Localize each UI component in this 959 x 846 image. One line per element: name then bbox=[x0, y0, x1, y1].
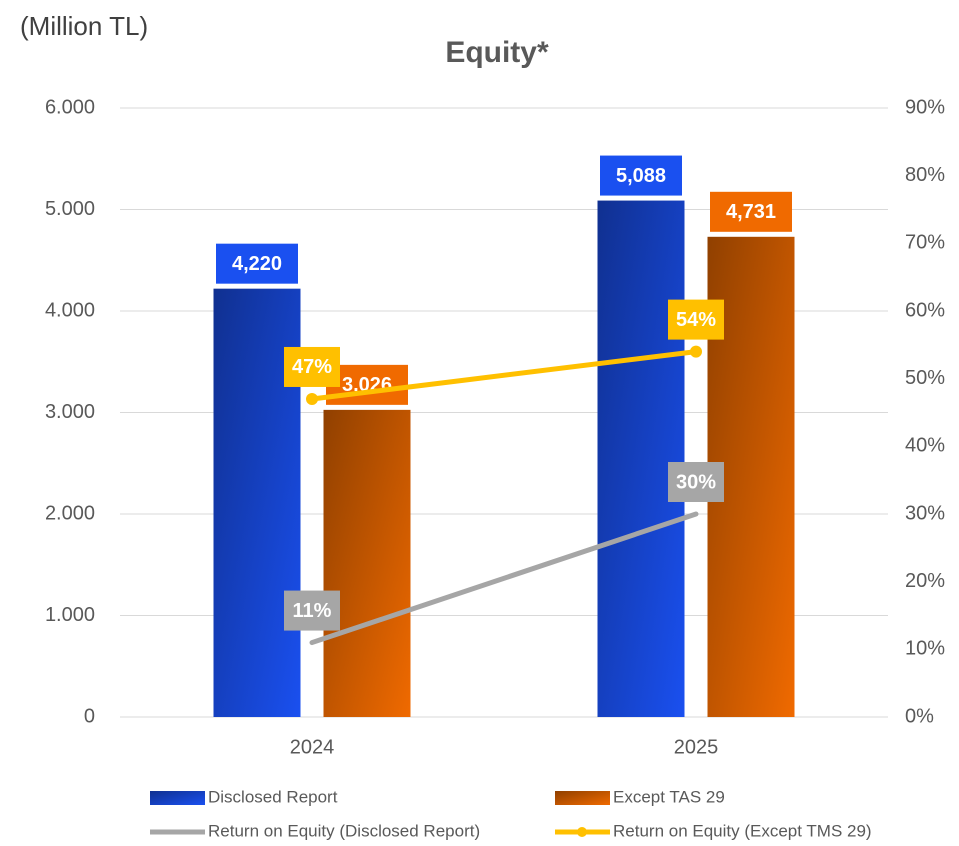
line-marker bbox=[690, 345, 702, 358]
data-label-box bbox=[284, 346, 340, 387]
y-tick-label: 2.000 bbox=[45, 502, 95, 524]
line-marker bbox=[306, 392, 318, 405]
data-label-box bbox=[668, 299, 724, 340]
data-label: 11% bbox=[293, 600, 332, 622]
y2-tick-label: 10% bbox=[905, 638, 945, 660]
line bbox=[309, 511, 699, 646]
data-label: 4,220 bbox=[232, 253, 282, 275]
legend-marker bbox=[577, 827, 587, 837]
x-tick-label: 2025 bbox=[674, 736, 719, 758]
legend-swatch bbox=[555, 791, 610, 805]
legend-swatch bbox=[150, 791, 205, 805]
line bbox=[309, 349, 699, 402]
data-label-box bbox=[600, 155, 682, 196]
y2-tick-label: 60% bbox=[905, 299, 945, 321]
x-tick-label: 2024 bbox=[290, 736, 335, 758]
bar bbox=[323, 409, 411, 717]
data-label: 30% bbox=[676, 471, 716, 493]
y2-tick-label: 50% bbox=[905, 367, 945, 389]
y2-tick-label: 30% bbox=[905, 502, 945, 524]
data-label: 54% bbox=[676, 309, 716, 331]
unit-label: (Million TL) bbox=[20, 11, 148, 41]
legend-label: Except TAS 29 bbox=[613, 787, 725, 806]
chart-title: Equity* bbox=[445, 36, 549, 69]
y2-tick-label: 70% bbox=[905, 232, 945, 254]
bar bbox=[597, 200, 685, 717]
data-label-box bbox=[710, 191, 792, 232]
data-label: 5,088 bbox=[616, 165, 666, 187]
y-tick-label: 1.000 bbox=[45, 604, 95, 626]
y2-tick-label: 0% bbox=[905, 705, 934, 727]
data-label: 47% bbox=[292, 356, 332, 378]
y2-tick-label: 40% bbox=[905, 435, 945, 457]
data-label: 4,731 bbox=[726, 201, 776, 223]
legend-label: Return on Equity (Disclosed Report) bbox=[208, 821, 480, 840]
y-tick-label: 6.000 bbox=[45, 96, 95, 118]
legend-label: Disclosed Report bbox=[208, 787, 338, 806]
y2-tick-label: 80% bbox=[905, 164, 945, 186]
legend-label: Return on Equity (Except TMS 29) bbox=[613, 821, 872, 840]
data-label-box bbox=[216, 243, 298, 284]
data-label-box bbox=[668, 462, 724, 502]
data-label-box bbox=[284, 590, 340, 631]
y-tick-label: 4.000 bbox=[45, 299, 95, 321]
y-tick-label: 5.000 bbox=[45, 198, 95, 220]
y2-tick-label: 90% bbox=[905, 96, 945, 118]
y-tick-label: 3.000 bbox=[45, 401, 95, 423]
y2-tick-label: 20% bbox=[905, 570, 945, 592]
y-tick-label: 0 bbox=[84, 705, 95, 727]
